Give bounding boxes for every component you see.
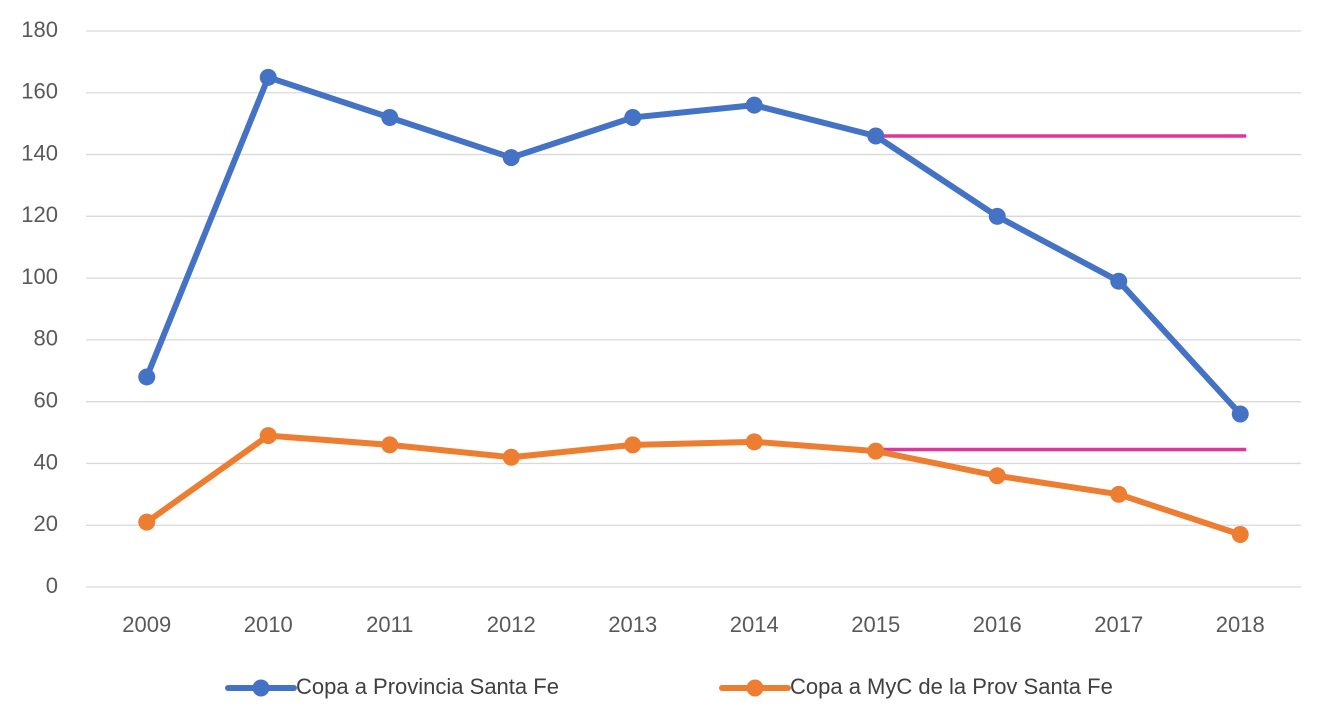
axes: 0 20 40 60 80 100 120 140 160 180 2009 2010 2011 2012… bbox=[21, 17, 1264, 637]
y-tick-label: 40 bbox=[34, 449, 58, 474]
x-tick-label: 2010 bbox=[244, 612, 293, 637]
x-tick-label: 2009 bbox=[122, 612, 171, 637]
legend-item-copa-a-myc-de-la-prov-santa-fe: Copa a MyC de la Prov Santa Fe bbox=[719, 674, 1113, 699]
y-tick-label: 20 bbox=[34, 511, 58, 536]
data-point bbox=[259, 68, 277, 86]
series-copa-a-myc-de-la-prov-santa-fe bbox=[138, 427, 1249, 543]
x-tick-label: 2016 bbox=[973, 612, 1022, 637]
series-group bbox=[138, 68, 1249, 543]
data-point bbox=[138, 513, 156, 531]
data-point bbox=[624, 436, 642, 454]
data-point bbox=[1110, 272, 1128, 290]
data-point bbox=[1110, 485, 1128, 503]
data-point bbox=[867, 127, 885, 145]
x-tick-label: 2017 bbox=[1094, 612, 1143, 637]
legend-label: Copa a Provincia Santa Fe bbox=[296, 674, 559, 699]
gridlines bbox=[86, 30, 1301, 588]
y-tick-label: 60 bbox=[34, 387, 58, 412]
legend-swatch-marker bbox=[746, 679, 764, 697]
y-tick-label: 0 bbox=[46, 573, 58, 598]
data-point bbox=[1231, 405, 1249, 423]
x-tick-label: 2014 bbox=[730, 612, 779, 637]
series-line bbox=[143, 74, 1244, 418]
data-point bbox=[502, 149, 520, 167]
y-tick-label: 140 bbox=[21, 140, 58, 165]
x-tick-label: 2013 bbox=[608, 612, 657, 637]
data-point bbox=[138, 368, 156, 386]
data-point bbox=[259, 427, 277, 445]
y-tick-label: 120 bbox=[21, 202, 58, 227]
data-point bbox=[745, 96, 763, 114]
legend: Copa a Provincia Santa Fe Copa a MyC de l… bbox=[225, 674, 1113, 699]
data-point bbox=[381, 436, 399, 454]
data-point bbox=[1231, 525, 1249, 543]
y-tick-label: 180 bbox=[21, 17, 58, 42]
x-tick-label: 2011 bbox=[366, 612, 413, 637]
legend-item-copa-a-provincia-santa-fe: Copa a Provincia Santa Fe bbox=[225, 674, 559, 699]
data-point bbox=[502, 448, 520, 466]
y-tick-label: 100 bbox=[21, 264, 58, 289]
x-tick-label: 2018 bbox=[1216, 612, 1265, 637]
data-point bbox=[988, 207, 1006, 225]
data-point bbox=[381, 108, 399, 126]
y-tick-label: 160 bbox=[21, 79, 58, 104]
legend-label: Copa a MyC de la Prov Santa Fe bbox=[790, 674, 1113, 699]
x-tick-label: 2012 bbox=[487, 612, 536, 637]
series-copa-a-provincia-santa-fe bbox=[138, 68, 1249, 423]
data-point bbox=[745, 433, 763, 451]
series-line bbox=[143, 432, 1244, 538]
x-tick-label: 2015 bbox=[851, 612, 900, 637]
y-tick-label: 80 bbox=[34, 326, 58, 351]
legend-swatch-marker bbox=[252, 679, 270, 697]
data-point bbox=[988, 467, 1006, 485]
data-point bbox=[867, 442, 885, 460]
data-point bbox=[624, 108, 642, 126]
reference-lines bbox=[875, 134, 1247, 452]
